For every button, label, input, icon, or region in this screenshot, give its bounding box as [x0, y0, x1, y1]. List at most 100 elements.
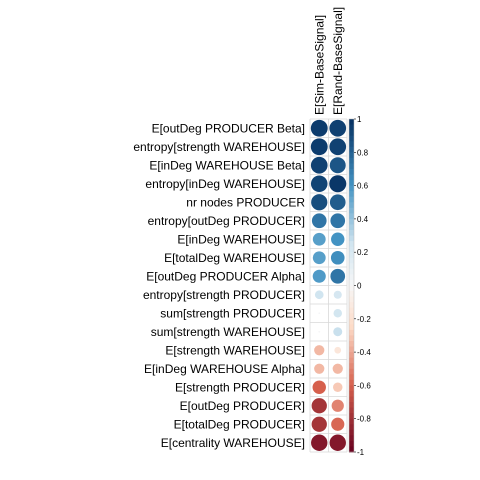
- corr-circle: [314, 345, 325, 356]
- colorbar-segment: [349, 313, 354, 320]
- colorbar-segment: [349, 202, 354, 209]
- corr-circle: [318, 312, 321, 315]
- corr-circle: [334, 346, 342, 354]
- colorbar-segment: [349, 435, 354, 442]
- colorbar-tick-label: -0.8: [357, 415, 371, 424]
- colorbar-segment: [349, 307, 354, 314]
- corr-circle: [333, 382, 343, 392]
- colorbar-segment: [349, 174, 354, 181]
- grid-layer: [309, 118, 348, 453]
- corr-circle: [311, 434, 328, 451]
- colorbar-segment: [349, 446, 354, 453]
- colorbar-segment: [349, 168, 354, 175]
- row-label: entropy[strength PRODUCER]: [143, 288, 305, 302]
- row-label: E[outDeg PRODUCER Beta]: [152, 121, 305, 135]
- colorbar-segment: [349, 285, 354, 292]
- colorbar-segment: [349, 274, 354, 281]
- row-label: entropy[strength WAREHOUSE]: [133, 140, 305, 154]
- corr-circle: [332, 363, 343, 374]
- colorbar-tick-label: -1: [357, 448, 365, 457]
- colorbar-segment: [349, 246, 354, 253]
- corr-circle: [331, 399, 344, 412]
- colorbar-segment: [349, 374, 354, 381]
- colorbar-segment: [349, 146, 354, 153]
- colorbar-tick-label: 1: [357, 115, 362, 124]
- row-label: E[totalDeg PRODUCER]: [174, 417, 305, 431]
- row-label: E[inDeg WAREHOUSE]: [177, 232, 305, 246]
- colorbar-tick-label: 0.8: [357, 148, 369, 157]
- corr-circle: [311, 213, 327, 229]
- row-label: E[outDeg PRODUCER Alpha]: [146, 269, 305, 283]
- corr-circle: [329, 119, 347, 137]
- colorbar-segment: [349, 379, 354, 386]
- colorbar-segment: [349, 185, 354, 192]
- colorbar-segment: [349, 413, 354, 420]
- row-label: E[strength WAREHOUSE]: [165, 343, 305, 357]
- colorbar-tick-label: -0.6: [357, 381, 371, 390]
- colorbar-tick-label: 0.2: [357, 248, 369, 257]
- colorbar-segment: [349, 241, 354, 248]
- corr-circle: [330, 268, 346, 284]
- colorbar-tick-label: -0.2: [357, 315, 371, 324]
- row-label: sum[strength PRODUCER]: [160, 306, 305, 320]
- column-labels: E[Sim-BaseSignal] E[Rand-BaseSignal]: [312, 7, 345, 115]
- corr-circle: [329, 138, 347, 156]
- colorbar-segment: [349, 218, 354, 225]
- colorbar-segment: [349, 268, 354, 275]
- colorbar-segment: [349, 402, 354, 409]
- row-label: E[outDeg PRODUCER]: [180, 399, 305, 413]
- corr-circle: [311, 398, 327, 414]
- colorbar-segment: [349, 279, 354, 286]
- colorbar-segment: [349, 324, 354, 331]
- colorbar-segment: [349, 424, 354, 431]
- corr-circle: [329, 157, 346, 174]
- colorbar-tick-label: 0: [357, 282, 362, 291]
- colorbar-segment: [349, 130, 354, 137]
- colorbar-segment: [349, 207, 354, 214]
- colorbar-tick-label: 0.4: [357, 215, 369, 224]
- corr-circle: [312, 251, 326, 265]
- corr-circle: [310, 138, 328, 156]
- colorbar-segment: [349, 368, 354, 375]
- colorbar-segment: [349, 429, 354, 436]
- colorbar-segment: [349, 329, 354, 336]
- colorbar-segment: [349, 119, 354, 126]
- row-label: entropy[outDeg PRODUCER]: [148, 214, 305, 228]
- colorbar-segment: [349, 440, 354, 447]
- colorbar-segment: [349, 157, 354, 164]
- row-label: E[inDeg WAREHOUSE Beta]: [149, 158, 305, 172]
- colorbar: -1 -0.8 -0.6 -0.4 -0.2 0 0.2 0.4 0.6 0.8 1: [348, 115, 371, 457]
- corr-circle: [312, 232, 326, 246]
- row-label: nr nodes PRODUCER: [186, 195, 305, 209]
- corr-circle: [331, 417, 345, 431]
- corr-circle: [310, 175, 328, 193]
- colorbar-segment: [349, 363, 354, 370]
- colorbar-segment: [349, 302, 354, 309]
- row-label: E[centrality WAREHOUSE]: [161, 436, 305, 450]
- row-label: E[inDeg WAREHOUSE Alpha]: [144, 362, 305, 376]
- colorbar-segment: [349, 346, 354, 353]
- corr-circle: [333, 309, 342, 318]
- circle-layer: [310, 119, 347, 451]
- corr-circle: [318, 330, 321, 333]
- colorbar-segment: [349, 418, 354, 425]
- colorbar-segment: [349, 224, 354, 231]
- colorbar-segment: [349, 352, 354, 359]
- colorbar-segment: [349, 407, 354, 414]
- colorbar-segment: [349, 230, 354, 237]
- row-label: E[strength PRODUCER]: [175, 380, 305, 394]
- corr-circle: [314, 290, 324, 300]
- corr-circle: [312, 269, 326, 283]
- column-label: E[Rand-BaseSignal]: [331, 7, 345, 115]
- corr-circle: [331, 232, 345, 246]
- row-labels: E[outDeg PRODUCER Beta] entropy[strength …: [133, 121, 305, 450]
- corr-circle: [333, 290, 342, 299]
- colorbar-segment: [349, 318, 354, 325]
- colorbar-segment: [349, 390, 354, 397]
- colorbar-segment: [349, 141, 354, 148]
- colorbar-segment: [349, 257, 354, 264]
- corr-circle: [311, 194, 328, 211]
- column-label: E[Sim-BaseSignal]: [312, 15, 326, 115]
- corr-circle: [312, 380, 326, 394]
